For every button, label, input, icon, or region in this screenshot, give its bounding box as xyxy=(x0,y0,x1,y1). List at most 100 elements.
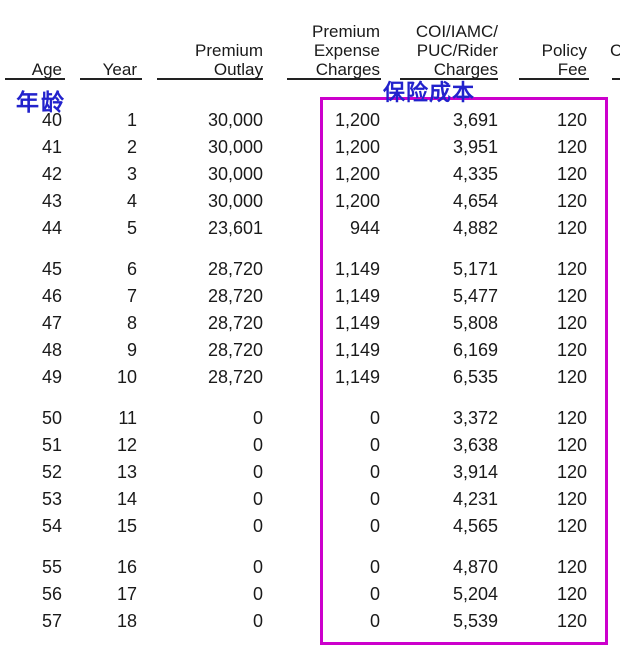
cell-outlay: 28,720 xyxy=(207,313,263,333)
cell-outlay: 28,720 xyxy=(207,367,263,387)
insurance-cost-annotation-cn: 保险成本 xyxy=(383,80,476,105)
column-header-year: Year xyxy=(103,60,137,79)
cell-fee: 120 xyxy=(556,137,587,157)
header-line: Charges xyxy=(315,60,380,79)
cell-year: 9 xyxy=(126,340,137,360)
cell-expense: 1,149 xyxy=(334,313,380,333)
cell-year: 13 xyxy=(116,462,137,482)
cell-outlay: 0 xyxy=(252,611,263,631)
cell-coi: 3,914 xyxy=(452,462,498,482)
header-line: COI/IAMC/ xyxy=(415,22,498,41)
cell-fee: 120 xyxy=(556,218,587,238)
cell-outlay: 30,000 xyxy=(207,110,263,130)
cell-year: 3 xyxy=(126,164,137,184)
cell-age: 40 xyxy=(41,110,62,130)
cell-outlay: 0 xyxy=(252,557,263,577)
cell-coi: 5,477 xyxy=(452,286,498,306)
table-body: 40 1 30,000 1,200 3,691 120 41 2 30,000 1,200 3,95… xyxy=(0,107,620,635)
cell-outlay: 30,000 xyxy=(207,137,263,157)
cell-age: 48 xyxy=(41,340,62,360)
header-line: Age xyxy=(31,60,62,79)
table-row: 43 4 30,000 1,200 4,654 120 xyxy=(0,188,620,215)
cell-year: 7 xyxy=(126,286,137,306)
header-line: Premium xyxy=(194,41,263,60)
cell-coi: 4,654 xyxy=(452,191,498,211)
table-row: 45 6 28,720 1,149 5,171 120 xyxy=(0,256,620,283)
cell-coi: 5,539 xyxy=(452,611,498,631)
cell-year: 18 xyxy=(116,611,137,631)
cell-coi: 6,169 xyxy=(452,340,498,360)
table-row: 47 8 28,720 1,149 5,808 120 xyxy=(0,310,620,337)
table-row: 49 10 28,720 1,149 6,535 120 xyxy=(0,364,620,391)
cell-age: 43 xyxy=(41,191,62,211)
row-group: 45 6 28,720 1,149 5,171 120 46 7 28,720 1,149 5,47… xyxy=(0,256,620,391)
cell-fee: 120 xyxy=(556,286,587,306)
cell-year: 12 xyxy=(116,435,137,455)
cell-expense: 1,200 xyxy=(334,191,380,211)
table-row: 51 12 0 0 3,638 120 xyxy=(0,432,620,459)
cell-year: 17 xyxy=(116,584,137,604)
cell-year: 4 xyxy=(126,191,137,211)
cell-coi: 4,335 xyxy=(452,164,498,184)
cell-year: 10 xyxy=(116,367,137,387)
cell-year: 11 xyxy=(118,408,137,428)
cell-year: 14 xyxy=(116,489,137,509)
cell-expense: 1,200 xyxy=(334,137,380,157)
header-line: Charges xyxy=(433,60,498,79)
cell-expense: 0 xyxy=(369,489,380,509)
cell-coi: 4,882 xyxy=(452,218,498,238)
cell-fee: 120 xyxy=(556,164,587,184)
table-row: 57 18 0 0 5,539 120 xyxy=(0,608,620,635)
header-line: C xyxy=(610,41,620,60)
cell-outlay: 0 xyxy=(252,584,263,604)
cell-age: 49 xyxy=(41,367,62,387)
table-row: 56 17 0 0 5,204 120 xyxy=(0,581,620,608)
cell-fee: 120 xyxy=(556,367,587,387)
column-header-premium-outlay: Premium Outlay xyxy=(195,41,263,79)
header-line: Outlay xyxy=(213,60,263,79)
cell-year: 16 xyxy=(116,557,137,577)
cell-expense: 1,200 xyxy=(334,110,380,130)
cell-fee: 120 xyxy=(556,408,587,428)
cell-age: 50 xyxy=(41,408,62,428)
header-underline-premium-expense-charges xyxy=(287,78,381,80)
table-row: 46 7 28,720 1,149 5,477 120 xyxy=(0,283,620,310)
cell-coi: 3,951 xyxy=(452,137,498,157)
table-row: 48 9 28,720 1,149 6,169 120 xyxy=(0,337,620,364)
cell-expense: 0 xyxy=(369,584,380,604)
table-row: 55 16 0 0 4,870 120 xyxy=(0,554,620,581)
cell-year: 8 xyxy=(126,313,137,333)
cell-fee: 120 xyxy=(556,462,587,482)
header-underline-coi-charges xyxy=(400,78,498,80)
cell-age: 54 xyxy=(41,516,62,536)
cell-coi: 3,638 xyxy=(452,435,498,455)
header-line: PUC/Rider xyxy=(416,41,498,60)
cell-outlay: 28,720 xyxy=(207,286,263,306)
cell-outlay: 0 xyxy=(252,489,263,509)
cell-expense: 1,149 xyxy=(334,286,380,306)
row-group: 50 11 0 0 3,372 120 51 12 0 0 3,638 120 52 13 0 0 3,914 1… xyxy=(0,405,620,540)
cell-coi: 6,535 xyxy=(452,367,498,387)
cell-outlay: 0 xyxy=(252,408,263,428)
table-row: 54 15 0 0 4,565 120 xyxy=(0,513,620,540)
cell-age: 55 xyxy=(41,557,62,577)
cell-expense: 0 xyxy=(369,408,380,428)
header-underline-year xyxy=(80,78,142,80)
cell-coi: 4,565 xyxy=(452,516,498,536)
cell-coi: 3,372 xyxy=(452,408,498,428)
cell-coi: 4,870 xyxy=(452,557,498,577)
cell-coi: 3,691 xyxy=(452,110,498,130)
cell-age: 41 xyxy=(41,137,62,157)
header-underline-truncated xyxy=(612,78,620,80)
cell-year: 2 xyxy=(126,137,137,157)
cell-fee: 120 xyxy=(556,259,587,279)
cell-expense: 0 xyxy=(369,516,380,536)
age-annotation-cn: 年龄 xyxy=(16,89,66,115)
cell-expense: 0 xyxy=(369,557,380,577)
row-group: 55 16 0 0 4,870 120 56 17 0 0 5,204 120 57 18 0 0 5,539 1… xyxy=(0,554,620,635)
header-underline-policy-fee xyxy=(519,78,589,80)
cell-coi: 4,231 xyxy=(452,489,498,509)
cell-age: 56 xyxy=(41,584,62,604)
cell-expense: 1,200 xyxy=(334,164,380,184)
